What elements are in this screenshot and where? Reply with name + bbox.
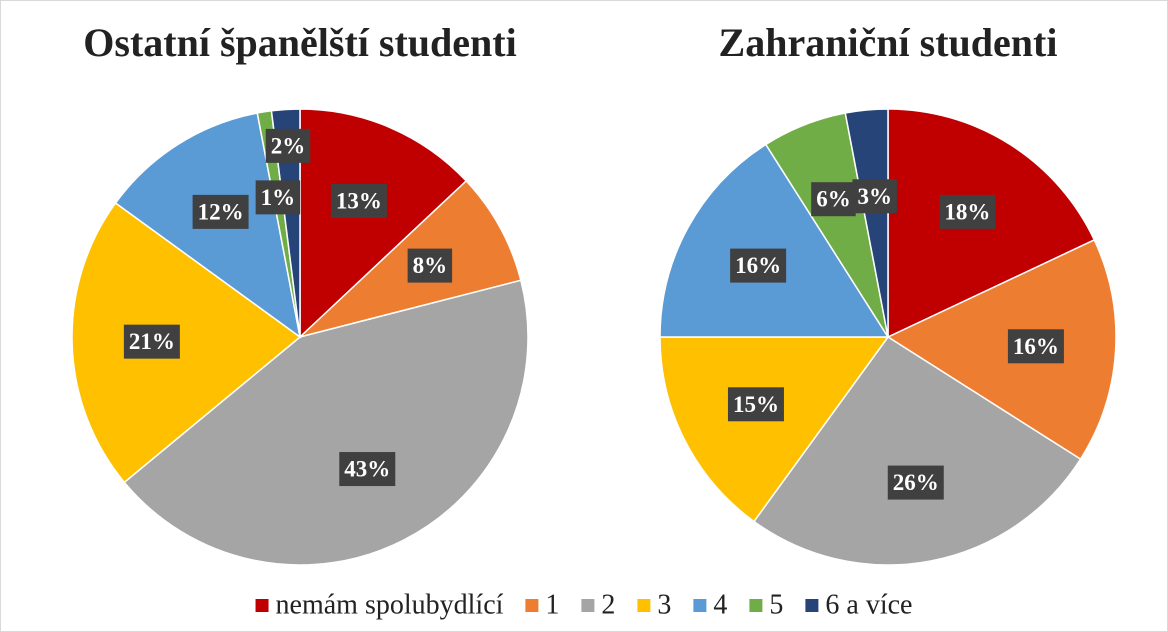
data-label-box bbox=[123, 324, 180, 359]
data-label: 21% bbox=[129, 329, 175, 354]
pie-slice bbox=[752, 335, 1082, 566]
legend: nemám spolubydlící 1 2 3 4 5 6 a více bbox=[255, 590, 912, 621]
data-label: 2% bbox=[271, 133, 306, 158]
legend-swatch bbox=[749, 599, 763, 612]
data-label-box bbox=[727, 387, 784, 422]
data-label-box bbox=[265, 128, 311, 163]
legend-swatch bbox=[581, 599, 595, 612]
chart-title: Zahraniční studenti bbox=[719, 20, 1058, 65]
data-label: 3% bbox=[857, 184, 892, 209]
data-label-box bbox=[255, 180, 301, 215]
data-label-box bbox=[339, 452, 396, 487]
data-label-box bbox=[887, 465, 944, 500]
data-label-box bbox=[939, 194, 996, 229]
legend-swatch bbox=[805, 599, 819, 612]
legend-label: 4 bbox=[713, 590, 727, 621]
pie-slice bbox=[844, 108, 889, 338]
pie-slice bbox=[71, 201, 302, 484]
data-label-box bbox=[730, 248, 787, 283]
data-label: 6% bbox=[816, 187, 851, 212]
legend-label: 1 bbox=[545, 590, 559, 621]
pie-slice bbox=[270, 108, 301, 338]
data-label: 26% bbox=[893, 470, 939, 495]
data-label: 43% bbox=[344, 457, 390, 482]
legend-swatch bbox=[255, 599, 269, 612]
legend-swatch bbox=[525, 599, 539, 612]
data-label: 13% bbox=[336, 188, 382, 213]
chart-title: Ostatní španělští studenti bbox=[83, 20, 516, 65]
data-label: 16% bbox=[735, 253, 781, 278]
pie-slice bbox=[123, 279, 529, 566]
legend-label: 3 bbox=[657, 590, 671, 621]
pie-slice bbox=[886, 238, 1117, 461]
data-label-box bbox=[192, 194, 249, 229]
data-label: 8% bbox=[413, 253, 448, 278]
legend-swatch bbox=[637, 599, 651, 612]
legend-swatch bbox=[693, 599, 707, 612]
data-label-box bbox=[852, 179, 897, 214]
data-label: 1% bbox=[261, 185, 296, 210]
data-label-box bbox=[811, 182, 856, 217]
data-label: 15% bbox=[733, 392, 779, 417]
data-label-box bbox=[407, 248, 453, 283]
data-label-box bbox=[330, 183, 387, 218]
data-label-box bbox=[1007, 329, 1064, 364]
pie-slice bbox=[299, 108, 468, 339]
legend-label: nemám spolubydlící bbox=[276, 590, 504, 621]
data-label: 12% bbox=[198, 199, 244, 224]
legend-label: 6 a více bbox=[825, 590, 912, 621]
data-label: 18% bbox=[944, 199, 990, 224]
pie-slice bbox=[659, 143, 890, 338]
data-label: 16% bbox=[1013, 334, 1059, 359]
legend-label: 5 bbox=[769, 590, 783, 621]
pie-slice bbox=[659, 336, 890, 523]
legend-label: 2 bbox=[601, 590, 615, 621]
